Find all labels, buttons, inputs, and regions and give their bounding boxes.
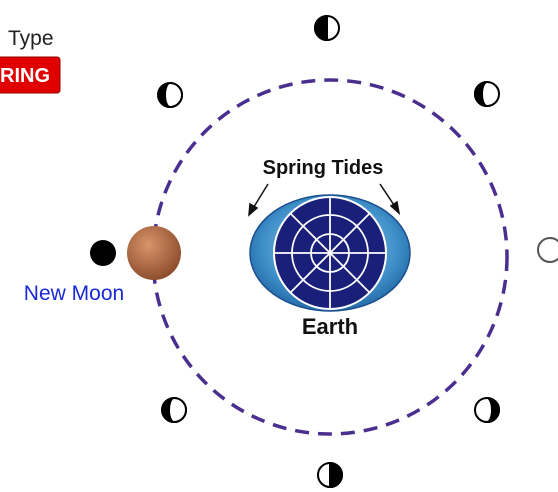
earth [249, 194, 411, 312]
new-moon [90, 240, 116, 266]
type-badge-text: RING [0, 65, 50, 87]
moon-phases [157, 14, 558, 489]
type-badge[interactable] [0, 56, 61, 94]
earth-label: Earth [302, 314, 358, 339]
tides-title: Spring Tides [263, 157, 384, 179]
moon-label: New Moon [24, 282, 124, 305]
sun-ball [127, 226, 181, 280]
tide-arrows [248, 183, 401, 217]
type-label: Type [8, 27, 54, 50]
